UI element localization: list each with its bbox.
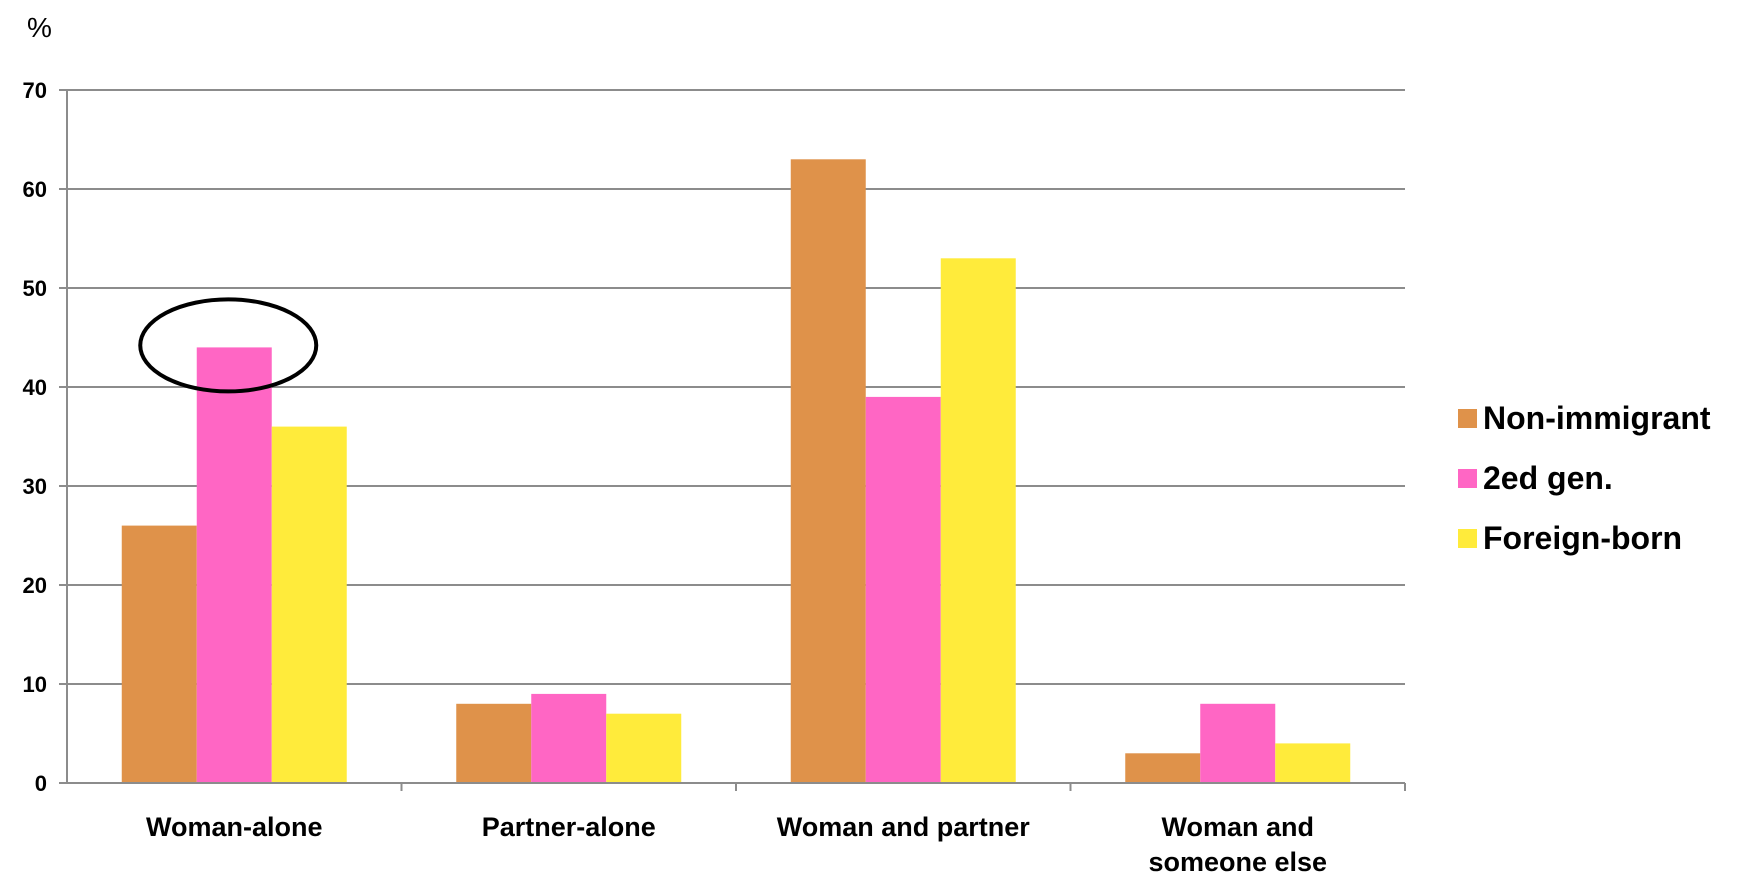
bar bbox=[121, 525, 197, 783]
bar bbox=[271, 426, 347, 783]
legend-label: Non-immigrant bbox=[1483, 400, 1711, 436]
category-label: Woman-alone bbox=[146, 812, 323, 842]
legend-label: 2ed gen. bbox=[1483, 460, 1613, 496]
y-tick-label: 40 bbox=[23, 375, 47, 400]
y-tick-label: 10 bbox=[23, 672, 47, 697]
category-labels: Woman-alone Partner-alone Woman and partne… bbox=[146, 812, 1327, 877]
y-tick-label: 50 bbox=[23, 276, 47, 301]
bar bbox=[865, 396, 941, 783]
axes bbox=[59, 89, 1406, 791]
y-tick-label: 60 bbox=[23, 177, 47, 202]
category-label: someone else bbox=[1148, 847, 1327, 877]
y-tick-labels: 0 10 20 30 40 50 60 70 bbox=[23, 78, 47, 796]
bar bbox=[456, 703, 532, 783]
bars bbox=[121, 159, 1351, 784]
category-label: Partner-alone bbox=[482, 812, 656, 842]
bar bbox=[531, 693, 607, 783]
bar bbox=[1200, 703, 1276, 783]
legend-label: Foreign-born bbox=[1483, 520, 1682, 556]
highlight-annotation bbox=[138, 297, 319, 394]
y-tick-label: 30 bbox=[23, 474, 47, 499]
legend: Non-immigrant 2ed gen. Foreign-born bbox=[1458, 400, 1711, 556]
bar bbox=[196, 347, 272, 783]
category-label: Woman and partner bbox=[777, 812, 1031, 842]
legend-swatch bbox=[1458, 529, 1477, 548]
bar bbox=[940, 258, 1016, 783]
highlight-ellipse bbox=[138, 297, 319, 394]
legend-swatch bbox=[1458, 469, 1477, 488]
legend-swatch bbox=[1458, 409, 1477, 428]
bar bbox=[1125, 753, 1201, 783]
category-label: Woman and bbox=[1161, 812, 1314, 842]
bar bbox=[1275, 743, 1351, 783]
bar bbox=[606, 713, 682, 783]
bar bbox=[790, 159, 866, 784]
y-tick-label: 20 bbox=[23, 573, 47, 598]
y-tick-label: 0 bbox=[35, 771, 47, 796]
y-tick-label: 70 bbox=[23, 78, 47, 103]
y-axis-unit-label: % bbox=[27, 12, 52, 43]
